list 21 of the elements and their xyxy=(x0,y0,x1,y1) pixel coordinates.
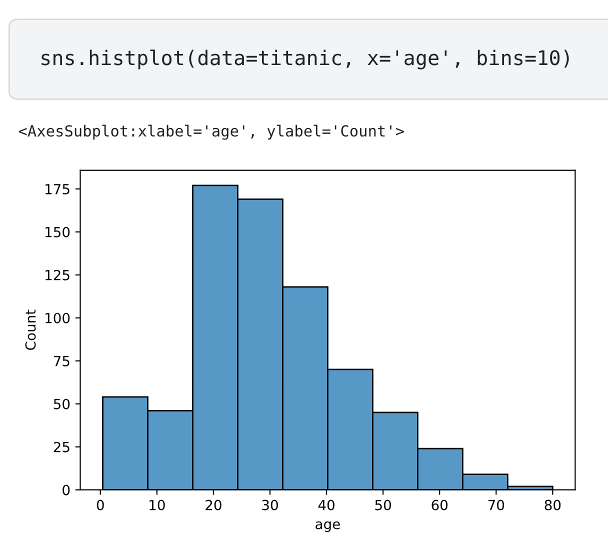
y-tick-label: 175 xyxy=(46,184,70,194)
x-tick-label: 40 xyxy=(318,500,334,510)
x-tick-label: 50 xyxy=(375,500,391,510)
y-tick-label: 125 xyxy=(46,270,70,280)
y-tick-label: 150 xyxy=(46,226,70,238)
y-axis-title: Count xyxy=(25,310,36,350)
x-tick-label: 60 xyxy=(432,500,448,510)
x-tick-label: 30 xyxy=(262,500,278,510)
y-tick-label: 75 xyxy=(54,356,70,366)
y-tick-label: 100 xyxy=(46,312,70,324)
x-tick-label: 20 xyxy=(206,500,222,510)
y-tick-label: 0 xyxy=(62,484,70,496)
x-tick-label: 10 xyxy=(150,500,165,510)
x-tick-label: 80 xyxy=(544,500,561,510)
y-tick-label: 25 xyxy=(54,442,70,452)
y-tick-label: 50 xyxy=(54,398,70,410)
x-axis-title: age xyxy=(316,521,340,532)
text: <AxesSubplot:xlabel='age', ylabel='Count'> xyxy=(18,124,404,140)
x-tick-label: 70 xyxy=(488,500,504,510)
x-tick-label: 0 xyxy=(96,500,104,510)
text: sns.histplot(data=titanic, x='age', bins=10) xyxy=(42,50,569,70)
